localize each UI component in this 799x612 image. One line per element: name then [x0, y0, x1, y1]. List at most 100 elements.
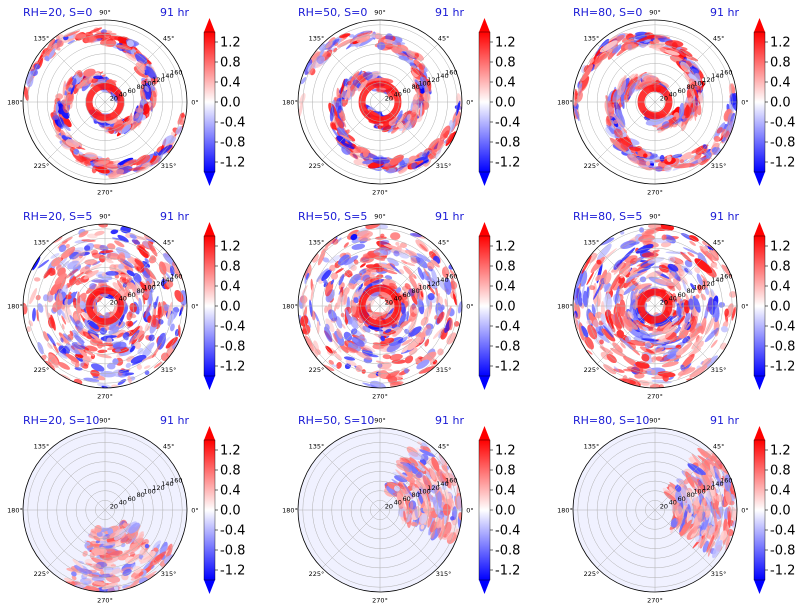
polar-panel: 0°45°90°135°180°225°270°315°20 40 60 801001…: [282, 210, 520, 400]
radial-tick-label: 40: [394, 499, 402, 507]
radial-tick-label: 100: [418, 488, 430, 496]
angle-tick-label: 315°: [711, 162, 727, 170]
angle-tick-label: 45°: [713, 443, 725, 451]
angle-tick-label: 0°: [466, 98, 473, 106]
angle-tick-label: 45°: [163, 35, 175, 43]
colorbar-gradient: [754, 32, 765, 172]
colorbar-tick-label: -1.2: [495, 564, 520, 579]
colorbar-tick-label: 0.0: [770, 96, 791, 111]
radial-tick-label: 20: [660, 298, 668, 306]
angle-tick-label: 135°: [34, 239, 50, 247]
colorbar-tick-label: 0.4: [495, 280, 516, 295]
colorbar-tick-label: -1.2: [770, 564, 795, 579]
angle-tick-label: 270°: [97, 392, 113, 400]
colorbar-extend-max: [754, 18, 765, 32]
angle-tick-label: 270°: [97, 596, 113, 604]
angle-tick-label: 135°: [309, 443, 325, 451]
radial-tick-label: 60: [678, 495, 686, 503]
colorbar-tick-label: 0.8: [220, 464, 241, 479]
angle-tick-label: 90°: [649, 212, 661, 220]
colorbar-tick-label: 0.8: [495, 260, 516, 275]
angular-gridline: [46, 43, 106, 103]
radial-tick-label: 140: [161, 276, 173, 284]
radial-tick-label: 160: [170, 477, 182, 485]
angle-tick-label: 225°: [309, 162, 325, 170]
radial-tick-label: 120: [702, 280, 714, 288]
colorbar-tick-label: 1.2: [220, 36, 241, 51]
angle-tick-label: 270°: [647, 188, 663, 196]
radial-tick-label: 160: [445, 273, 457, 281]
radial-tick-label: 80: [412, 287, 420, 295]
angular-gridline: [654, 509, 714, 569]
colorbar-extend-max: [754, 222, 765, 236]
angular-gridline: [46, 247, 106, 307]
radial-tick-label: 40: [669, 499, 677, 507]
radial-tick-label: 120: [427, 76, 439, 84]
colorbar-gradient: [754, 236, 765, 376]
angular-gridline: [596, 305, 656, 365]
radial-tick-label: 140: [436, 276, 448, 284]
radial-tick-label: 80: [687, 83, 695, 91]
angular-gridline: [596, 509, 656, 569]
radial-tick-label: 100: [418, 80, 430, 88]
radial-tick-label: 80: [137, 491, 145, 499]
angle-tick-label: 90°: [649, 8, 661, 16]
radial-tick-label: 20: [385, 502, 393, 510]
angular-gridline: [104, 451, 164, 511]
angle-tick-label: 315°: [161, 162, 177, 170]
colorbar-tick-label: 0.0: [220, 96, 241, 111]
panel-title: RH=80, S=10: [573, 414, 649, 427]
angle-tick-label: 90°: [99, 416, 111, 424]
panel-title: RH=50, S=0: [298, 6, 367, 19]
colorbar-tick-label: 1.2: [495, 36, 516, 51]
radial-tick-label: 80: [687, 491, 695, 499]
colorbar-tick-label: 0.4: [770, 280, 791, 295]
angle-tick-label: 90°: [374, 8, 386, 16]
angle-tick-label: 225°: [34, 570, 50, 578]
radial-tick-label: 60: [678, 87, 686, 95]
angle-tick-label: 315°: [711, 366, 727, 374]
panel-time-label: 91 hr: [160, 414, 189, 427]
angular-gridline: [379, 305, 439, 365]
angular-gridline: [46, 305, 106, 365]
colorbar-extend-min: [479, 172, 490, 186]
colorbar-tick-label: 1.2: [220, 240, 241, 255]
colorbar-tick-label: -1.2: [220, 360, 245, 375]
angular-gridline: [654, 305, 714, 365]
radial-tick-label: 60: [403, 291, 411, 299]
angle-tick-label: 45°: [438, 239, 450, 247]
colorbar-tick-label: -0.8: [495, 340, 520, 355]
angle-tick-label: 315°: [711, 570, 727, 578]
polar-panel: 0°45°90°135°180°225°270°315°20 40 60 801001…: [557, 210, 795, 400]
panel-time-label: 91 hr: [710, 414, 739, 427]
angle-tick-label: 0°: [741, 98, 748, 106]
angle-tick-label: 180°: [282, 98, 298, 106]
angle-tick-label: 180°: [282, 302, 298, 310]
angle-tick-label: 135°: [309, 35, 325, 43]
polar-frame: [22, 223, 188, 389]
angle-tick-label: 180°: [7, 302, 23, 310]
angle-tick-label: 225°: [584, 570, 600, 578]
colorbar-extend-min: [754, 376, 765, 390]
radial-tick-label: 40: [669, 295, 677, 303]
angle-tick-label: 90°: [374, 212, 386, 220]
radial-tick-label: 80: [137, 287, 145, 295]
angular-gridline: [104, 509, 164, 569]
panel-time-label: 91 hr: [435, 210, 464, 223]
panel-title: RH=20, S=10: [23, 414, 99, 427]
panel-time-label: 91 hr: [435, 6, 464, 19]
colorbar-tick-label: 1.2: [220, 444, 241, 459]
colorbar-extend-min: [479, 580, 490, 594]
radial-tick-label: 100: [143, 488, 155, 496]
angle-tick-label: 90°: [99, 212, 111, 220]
colorbar-tick-label: -0.4: [495, 320, 520, 335]
panel-title: RH=80, S=0: [573, 6, 642, 19]
colorbar: 1.2 0.8 0.4 0.0 -0.4 -0.8 -1.2: [753, 426, 795, 594]
angular-gridline: [46, 451, 106, 511]
radial-tick-label: 140: [436, 72, 448, 80]
colorbar-tick-label: -1.2: [220, 156, 245, 171]
panel-time-label: 91 hr: [160, 210, 189, 223]
angular-gridline: [379, 247, 439, 307]
colorbar-tick-label: -0.8: [220, 136, 245, 151]
